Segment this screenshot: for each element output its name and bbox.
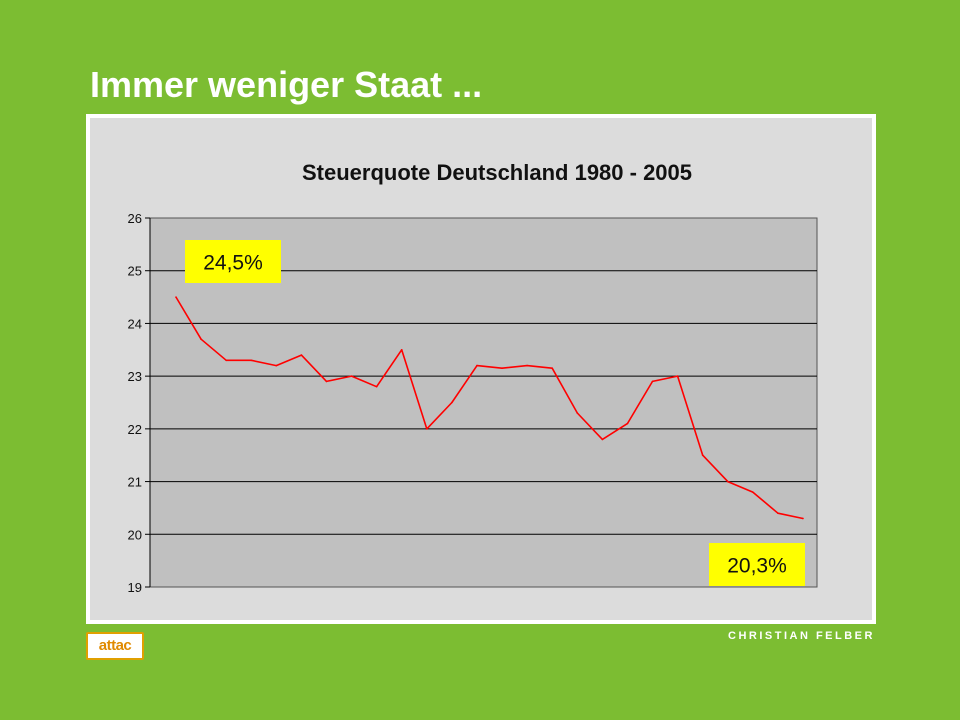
chart-title: Steuerquote Deutschland 1980 - 2005: [302, 160, 692, 185]
data-point: [726, 480, 729, 483]
data-point: [200, 338, 202, 341]
data-point: [175, 296, 177, 298]
start-value-label: 24,5%: [203, 252, 263, 275]
data-point: [350, 375, 353, 377]
data-point: [250, 359, 253, 362]
y-tick-label: 26: [128, 211, 142, 226]
data-point: [375, 385, 378, 388]
end-value-callout: [709, 543, 805, 586]
y-tick-label: 22: [128, 422, 142, 437]
data-point: [701, 454, 704, 457]
data-point: [325, 380, 328, 383]
data-point: [651, 380, 654, 383]
data-point: [526, 364, 528, 367]
data-point: [476, 364, 478, 367]
y-tick-label: 20: [128, 527, 142, 542]
y-tick-label: 25: [128, 264, 142, 279]
chart-panel: Steuerquote Deutschland 1980 - 2005 19 20…: [90, 118, 872, 620]
data-point: [400, 348, 403, 351]
data-point: [426, 428, 428, 430]
data-point: [676, 375, 679, 377]
data-point: [225, 359, 227, 362]
series-line: [175, 296, 804, 520]
data-point: [626, 422, 629, 425]
brand-name: CHRISTIAN FELBER: [728, 630, 875, 642]
data-point: [451, 401, 453, 404]
data-point: [576, 412, 579, 414]
attac-logo: attac: [86, 632, 144, 660]
data-point: [777, 512, 779, 514]
y-tick-label: 24: [128, 316, 142, 331]
start-value-callout: [185, 240, 281, 283]
end-value-label: 20,3%: [727, 555, 787, 578]
attac-logo-text: attac: [98, 637, 132, 654]
y-tick-label: 19: [128, 580, 142, 595]
data-point: [501, 367, 503, 370]
data-point: [802, 517, 804, 520]
line-chart: Steuerquote Deutschland 1980 - 2005 19 20…: [128, 160, 818, 595]
data-point: [275, 364, 278, 367]
data-point: [551, 367, 553, 370]
data-point: [300, 354, 303, 356]
data-point: [752, 491, 754, 493]
slide-title: Immer weniger Staat ...: [90, 64, 483, 105]
y-tick-label: 23: [128, 369, 142, 384]
data-point: [601, 438, 604, 441]
y-tick-label: 21: [128, 475, 142, 490]
